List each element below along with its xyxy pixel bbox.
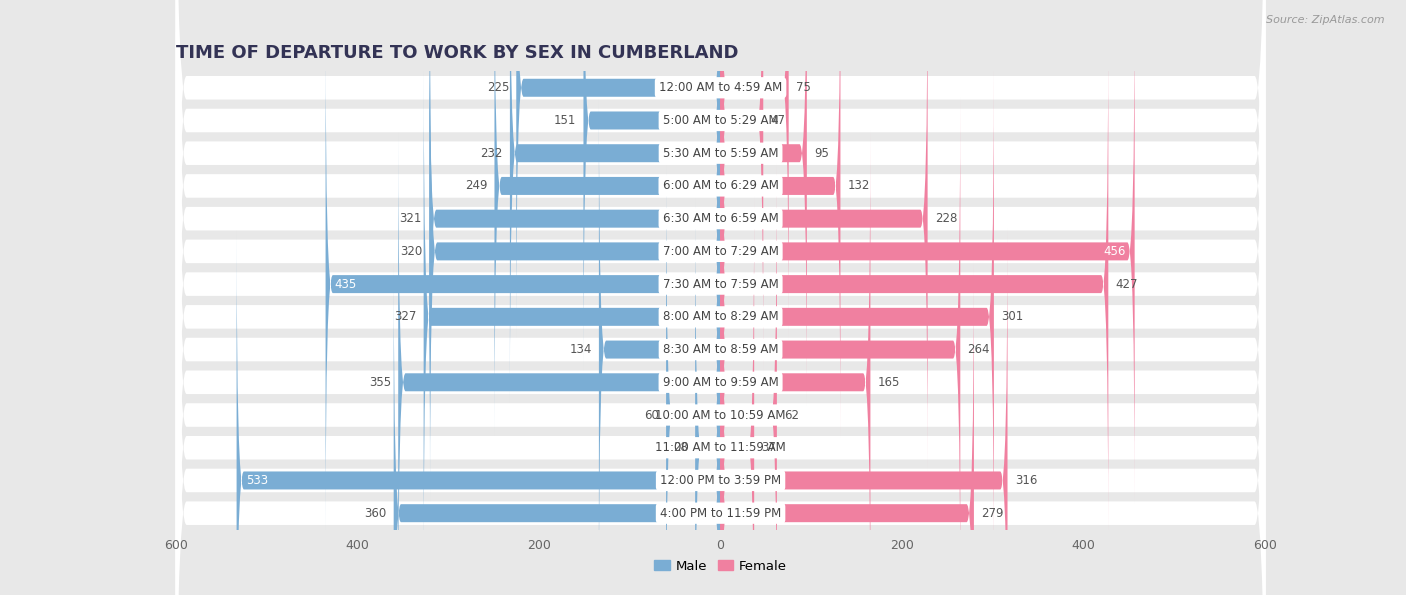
FancyBboxPatch shape <box>176 0 1265 469</box>
Text: 321: 321 <box>399 212 422 225</box>
FancyBboxPatch shape <box>176 1 1265 595</box>
FancyBboxPatch shape <box>721 0 789 340</box>
Text: 12:00 PM to 3:59 PM: 12:00 PM to 3:59 PM <box>659 474 782 487</box>
Text: 327: 327 <box>394 311 416 323</box>
Text: 279: 279 <box>981 507 1004 519</box>
Text: 320: 320 <box>401 245 423 258</box>
Text: 165: 165 <box>877 376 900 389</box>
Text: 228: 228 <box>935 212 957 225</box>
FancyBboxPatch shape <box>516 0 721 340</box>
Text: 264: 264 <box>967 343 990 356</box>
FancyBboxPatch shape <box>721 0 928 471</box>
FancyBboxPatch shape <box>721 162 778 595</box>
FancyBboxPatch shape <box>721 130 870 595</box>
FancyBboxPatch shape <box>176 0 1265 595</box>
Text: 427: 427 <box>1115 278 1137 290</box>
FancyBboxPatch shape <box>495 0 721 439</box>
Text: 5:30 AM to 5:59 AM: 5:30 AM to 5:59 AM <box>662 147 779 159</box>
Text: 11:00 AM to 11:59 AM: 11:00 AM to 11:59 AM <box>655 441 786 454</box>
FancyBboxPatch shape <box>599 97 721 595</box>
Text: TIME OF DEPARTURE TO WORK BY SEX IN CUMBERLAND: TIME OF DEPARTURE TO WORK BY SEX IN CUMB… <box>176 43 738 61</box>
Text: 95: 95 <box>814 147 830 159</box>
FancyBboxPatch shape <box>176 132 1265 595</box>
FancyBboxPatch shape <box>666 162 721 595</box>
FancyBboxPatch shape <box>721 0 841 439</box>
FancyBboxPatch shape <box>721 64 994 569</box>
FancyBboxPatch shape <box>398 130 721 595</box>
FancyBboxPatch shape <box>326 32 721 537</box>
FancyBboxPatch shape <box>176 0 1265 567</box>
FancyBboxPatch shape <box>721 0 763 373</box>
Text: 47: 47 <box>770 114 786 127</box>
FancyBboxPatch shape <box>510 0 721 406</box>
FancyBboxPatch shape <box>176 67 1265 595</box>
Text: 7:30 AM to 7:59 AM: 7:30 AM to 7:59 AM <box>662 278 779 290</box>
Text: 360: 360 <box>364 507 387 519</box>
Text: 6:30 AM to 6:59 AM: 6:30 AM to 6:59 AM <box>662 212 779 225</box>
FancyBboxPatch shape <box>176 99 1265 595</box>
Text: 456: 456 <box>1104 245 1126 258</box>
Text: 301: 301 <box>1001 311 1024 323</box>
FancyBboxPatch shape <box>721 261 974 595</box>
Text: 355: 355 <box>368 376 391 389</box>
Text: 37: 37 <box>762 441 776 454</box>
FancyBboxPatch shape <box>721 228 1008 595</box>
Text: 62: 62 <box>785 409 799 421</box>
FancyBboxPatch shape <box>721 32 1108 537</box>
Legend: Male, Female: Male, Female <box>650 555 792 578</box>
FancyBboxPatch shape <box>176 0 1265 595</box>
FancyBboxPatch shape <box>176 34 1265 595</box>
FancyBboxPatch shape <box>236 228 721 595</box>
Text: 316: 316 <box>1015 474 1038 487</box>
FancyBboxPatch shape <box>429 0 721 471</box>
FancyBboxPatch shape <box>394 261 721 595</box>
FancyBboxPatch shape <box>721 0 807 406</box>
Text: 151: 151 <box>554 114 576 127</box>
Text: 232: 232 <box>481 147 503 159</box>
FancyBboxPatch shape <box>721 97 960 595</box>
FancyBboxPatch shape <box>176 0 1265 595</box>
FancyBboxPatch shape <box>721 0 1135 504</box>
FancyBboxPatch shape <box>423 64 721 569</box>
FancyBboxPatch shape <box>176 0 1265 595</box>
Text: 6:00 AM to 6:29 AM: 6:00 AM to 6:29 AM <box>662 180 779 192</box>
Text: 7:00 AM to 7:29 AM: 7:00 AM to 7:29 AM <box>662 245 779 258</box>
Text: 225: 225 <box>486 82 509 94</box>
Text: 435: 435 <box>335 278 357 290</box>
Text: 75: 75 <box>796 82 811 94</box>
Text: 8:30 AM to 8:59 AM: 8:30 AM to 8:59 AM <box>662 343 779 356</box>
Text: 134: 134 <box>569 343 592 356</box>
FancyBboxPatch shape <box>583 0 721 373</box>
Text: 9:00 AM to 9:59 AM: 9:00 AM to 9:59 AM <box>662 376 779 389</box>
Text: 28: 28 <box>673 441 688 454</box>
Text: 8:00 AM to 8:29 AM: 8:00 AM to 8:29 AM <box>662 311 779 323</box>
Text: Source: ZipAtlas.com: Source: ZipAtlas.com <box>1267 15 1385 25</box>
FancyBboxPatch shape <box>176 0 1265 595</box>
Text: 533: 533 <box>246 474 267 487</box>
FancyBboxPatch shape <box>176 0 1265 502</box>
Text: 12:00 AM to 4:59 AM: 12:00 AM to 4:59 AM <box>659 82 782 94</box>
Text: 4:00 PM to 11:59 PM: 4:00 PM to 11:59 PM <box>659 507 782 519</box>
Text: 5:00 AM to 5:29 AM: 5:00 AM to 5:29 AM <box>662 114 779 127</box>
Text: 60: 60 <box>644 409 659 421</box>
FancyBboxPatch shape <box>430 0 721 504</box>
Text: 132: 132 <box>848 180 870 192</box>
Text: 249: 249 <box>465 180 488 192</box>
FancyBboxPatch shape <box>695 195 721 595</box>
Text: 10:00 AM to 10:59 AM: 10:00 AM to 10:59 AM <box>655 409 786 421</box>
FancyBboxPatch shape <box>721 195 754 595</box>
FancyBboxPatch shape <box>176 0 1265 534</box>
